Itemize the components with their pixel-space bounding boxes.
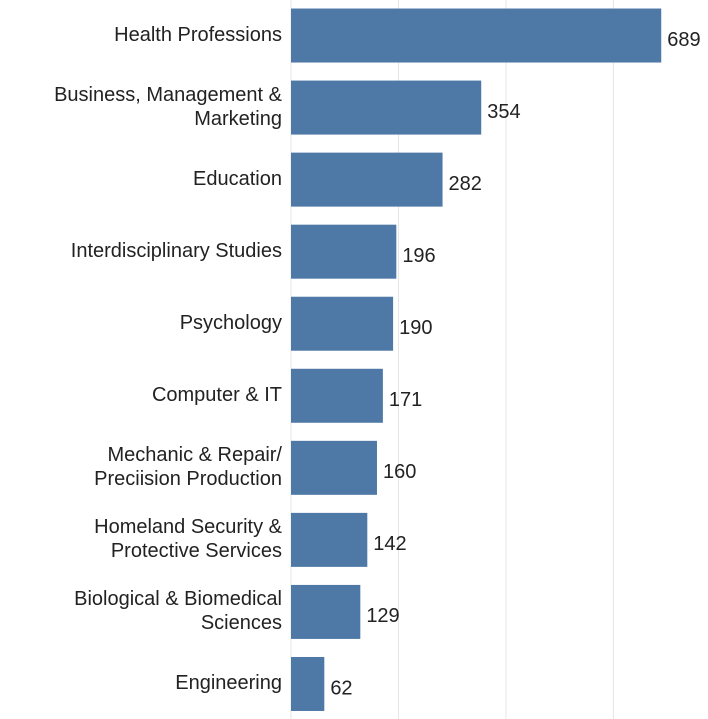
category-label: Business, Management & Marketing [54,83,282,130]
bar [291,440,377,495]
category-label: Mechanic & Repair/ Preciision Production [94,443,282,490]
value-label: 171 [389,389,422,411]
value-label: 282 [449,173,482,195]
value-label: 129 [366,605,399,627]
value-label: 142 [373,533,406,555]
category-label: Psychology [179,311,282,334]
value-label: 689 [667,29,700,51]
category-label: Biological & Biomedical Sciences [74,587,282,634]
category-label: Interdisciplinary Studies [70,239,282,262]
value-label: 354 [487,101,520,123]
category-label: Education [193,167,282,190]
value-label: 196 [402,245,435,267]
value-label: 62 [330,677,352,699]
bar [291,584,361,639]
category-label: Homeland Security & Protective Services [94,515,282,562]
category-label: Computer & IT [151,383,282,406]
value-label: 160 [383,461,416,483]
bar [291,368,383,423]
bar [291,80,482,135]
bar [291,512,368,567]
bar [291,656,325,711]
bar [291,224,397,279]
value-label: 190 [399,317,432,339]
category-label: Health Professions [114,23,282,46]
bar [291,296,394,351]
category-label: Engineering [175,671,282,694]
bar [291,8,662,63]
bar [291,152,443,207]
